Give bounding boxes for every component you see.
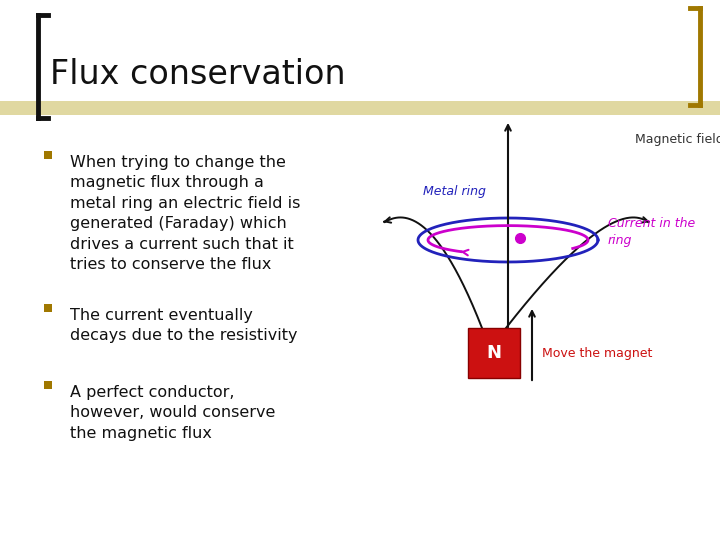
Text: When trying to change the
magnetic flux through a
metal ring an electric field i: When trying to change the magnetic flux … [70,155,300,272]
Text: A perfect conductor,
however, would conserve
the magnetic flux: A perfect conductor, however, would cons… [70,385,275,441]
Bar [0,101,720,115]
Bar [44,381,52,389]
Text: The current eventually
decays due to the resistivity: The current eventually decays due to the… [70,308,297,343]
Bar [44,151,52,159]
Text: Metal ring: Metal ring [423,185,486,198]
Text: Flux conservation: Flux conservation [50,58,346,91]
Bar [44,304,52,312]
Bar [468,328,520,378]
Text: Move the magnet: Move the magnet [542,347,652,360]
Text: Magnetic field: Magnetic field [635,133,720,146]
Text: N: N [487,344,502,362]
Text: Current in the
ring: Current in the ring [608,217,696,247]
